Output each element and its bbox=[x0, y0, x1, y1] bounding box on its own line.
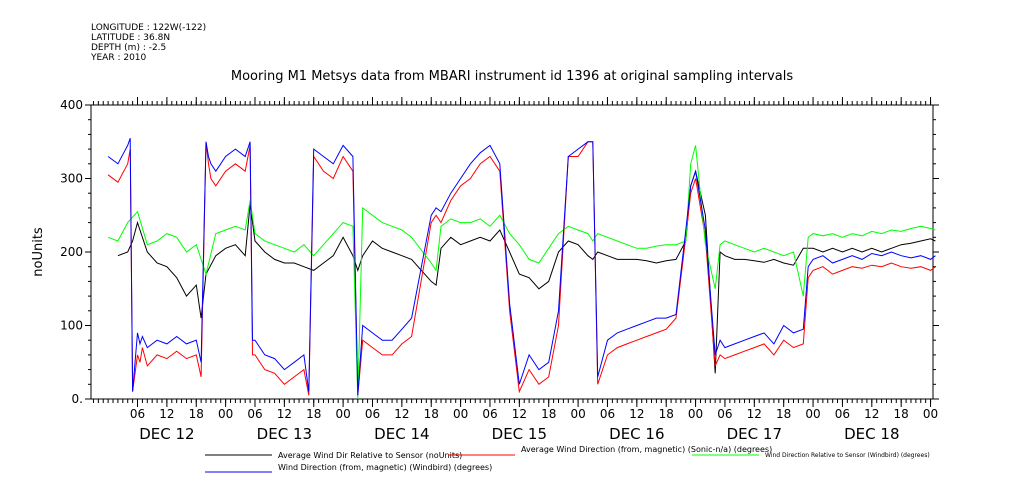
x-tick-label: 18 bbox=[776, 407, 791, 421]
x-tick-label: 06 bbox=[835, 407, 850, 421]
x-tick-label: 00 bbox=[218, 407, 233, 421]
x-tick-label: 12 bbox=[277, 407, 292, 421]
x-tick-label: 00 bbox=[453, 407, 468, 421]
x-tick-label: 12 bbox=[747, 407, 762, 421]
x-tick-label: 06 bbox=[365, 407, 380, 421]
y-tick-label: 400 bbox=[60, 98, 83, 112]
y-axis-label: noUnits bbox=[31, 227, 46, 277]
x-tick-label: 18 bbox=[424, 407, 439, 421]
x-tick-label: 18 bbox=[189, 407, 204, 421]
meta-latitude: LATITUDE : 36.8N bbox=[91, 33, 170, 43]
series-avg-dir-relative bbox=[117, 169, 936, 374]
x-tick-label: 12 bbox=[159, 407, 174, 421]
x-day-label: DEC 12 bbox=[139, 425, 194, 443]
x-tick-label: 18 bbox=[659, 407, 674, 421]
x-tick-label: 18 bbox=[894, 407, 909, 421]
x-tick-label: 12 bbox=[629, 407, 644, 421]
x-tick-label: 18 bbox=[306, 407, 321, 421]
axes: 0. 100 200 300 400 06 12 18 00 06 12 18 00 06 12 18 00 06… bbox=[60, 97, 939, 443]
x-tick-label: 00 bbox=[805, 407, 820, 421]
y-tick-label: 300 bbox=[60, 172, 83, 186]
meta-depth: DEPTH (m) : -2.5 bbox=[91, 43, 166, 53]
x-tick-label: 00 bbox=[688, 407, 703, 421]
x-tick-label: 12 bbox=[512, 407, 527, 421]
y-tick-label: 200 bbox=[60, 245, 83, 259]
legend-label-dir-relative-windbird: Wind Direction Relative to Sensor (Windb… bbox=[765, 452, 930, 459]
x-tick-label: 00 bbox=[923, 407, 938, 421]
legend-label-dir-magnetic-windbird: Wind Direction (from, magnetic) (Windbir… bbox=[278, 463, 492, 472]
x-tick-label: 00 bbox=[335, 407, 350, 421]
x-day-label: DEC 18 bbox=[844, 425, 899, 443]
meta-longitude: LONGITUDE : 122W(-122) bbox=[91, 23, 206, 33]
x-tick-label: 06 bbox=[717, 407, 732, 421]
x-day-label: DEC 16 bbox=[609, 425, 664, 443]
y-tick-label: 100 bbox=[60, 319, 83, 333]
x-day-label: DEC 13 bbox=[257, 425, 312, 443]
x-tick-label: 06 bbox=[247, 407, 262, 421]
x-tick-label: 06 bbox=[130, 407, 145, 421]
series-dir-magnetic-windbird bbox=[107, 137, 936, 396]
y-tick-label: 0. bbox=[72, 392, 83, 406]
series-avg-dir-magnetic bbox=[107, 141, 936, 396]
x-tick-label: 18 bbox=[541, 407, 556, 421]
x-day-label: DEC 15 bbox=[492, 425, 547, 443]
x-tick-label: 12 bbox=[864, 407, 879, 421]
meta-year: YEAR : 2010 bbox=[90, 53, 147, 63]
x-tick-label: 06 bbox=[482, 407, 497, 421]
x-tick-label: 06 bbox=[600, 407, 615, 421]
chart-title: Mooring M1 Metsys data from MBARI instru… bbox=[231, 69, 793, 84]
legend-label-avg-dir-relative: Average Wind Dir Relative to Sensor (noU… bbox=[278, 451, 462, 460]
x-tick-label: 00 bbox=[570, 407, 585, 421]
x-day-label: DEC 14 bbox=[374, 425, 429, 443]
x-tick-label: 12 bbox=[394, 407, 409, 421]
x-day-label: DEC 17 bbox=[727, 425, 782, 443]
series-group bbox=[107, 137, 936, 400]
legend: Average Wind Dir Relative to Sensor (noU… bbox=[205, 445, 930, 473]
legend-label-avg-dir-magnetic: Average Wind Direction (from, magnetic) … bbox=[521, 445, 772, 454]
